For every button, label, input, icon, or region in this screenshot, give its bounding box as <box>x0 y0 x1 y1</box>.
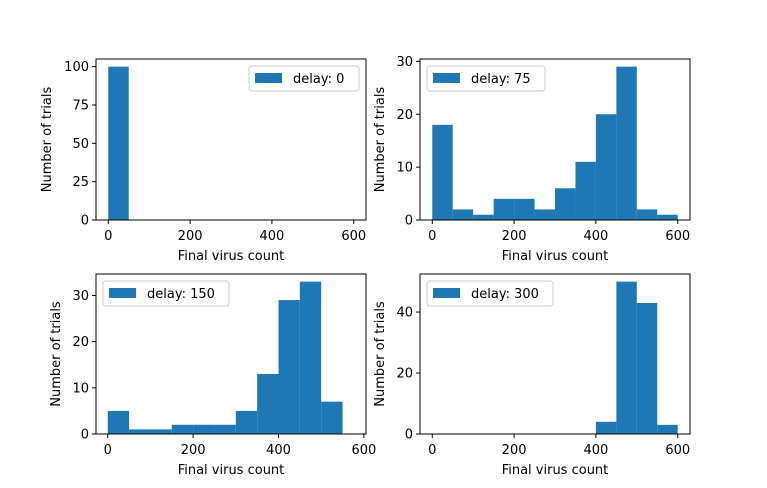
legend: delay: 75 <box>426 65 546 92</box>
y-axis-label: Number of trials <box>373 301 388 407</box>
histogram-bar <box>278 300 300 434</box>
y-tick-label: 30 <box>396 55 413 70</box>
legend-box <box>426 280 554 307</box>
histogram-bar <box>595 421 617 434</box>
legend-swatch <box>255 73 282 83</box>
y-tick-label: 0 <box>81 428 89 443</box>
legend-swatch <box>109 288 136 298</box>
legend-swatch <box>433 73 460 83</box>
y-tick-label: 75 <box>72 99 89 114</box>
x-tick-label: 400 <box>583 229 608 244</box>
x-tick-label: 400 <box>583 443 608 458</box>
subplot-4: 0 200 400 600 0 20 40 Final virus count Number o… <box>373 273 691 478</box>
y-axis-label: Number of trials <box>49 301 64 407</box>
histogram-bar <box>534 209 555 220</box>
x-tick-label: 0 <box>428 229 436 244</box>
y-tick-label: 25 <box>72 175 89 190</box>
x-tick-label: 0 <box>104 443 112 458</box>
histogram-bar <box>108 66 129 221</box>
histogram-bar <box>636 302 658 434</box>
legend-label: delay: 75 <box>471 72 531 87</box>
x-tick-label: 200 <box>181 443 206 458</box>
y-tick-label: 20 <box>396 108 413 123</box>
x-tick-label: 400 <box>259 229 284 244</box>
legend-label: delay: 150 <box>147 287 215 302</box>
legend-box <box>102 280 230 307</box>
axes-frame <box>419 58 691 221</box>
histogram-bar <box>555 188 576 220</box>
x-tick-label: 600 <box>665 443 690 458</box>
x-axis-label: Final virus count <box>502 249 609 264</box>
histogram-bar <box>657 424 678 434</box>
x-tick-label: 200 <box>502 229 527 244</box>
subplot-1: 0 200 400 600 0 25 50 75 100 Final virus count Num… <box>40 58 367 264</box>
x-axis-label: Final virus count <box>502 463 609 478</box>
histogram-bar <box>595 114 617 220</box>
x-tick-label: 600 <box>341 229 366 244</box>
x-axis-label: Final virus count <box>178 463 285 478</box>
histogram-bar <box>257 373 279 434</box>
histogram-bar <box>214 424 236 434</box>
histogram-bar <box>107 410 130 434</box>
axes-frame <box>95 273 367 435</box>
histogram-bar <box>299 281 322 434</box>
histogram-bar <box>452 209 474 220</box>
x-axis-label: Final virus count <box>178 249 285 264</box>
histogram-bar <box>616 281 637 434</box>
histogram-bar <box>514 198 535 220</box>
legend-label: delay: 0 <box>293 72 344 87</box>
histogram-bar <box>193 424 215 434</box>
y-tick-label: 0 <box>405 214 413 229</box>
histogram-bar <box>171 424 194 434</box>
histogram-bar <box>432 124 453 220</box>
y-tick-label: 0 <box>405 428 413 443</box>
y-tick-label: 30 <box>72 289 89 304</box>
histogram-bar <box>616 66 637 221</box>
histogram-bar <box>235 410 258 434</box>
histogram-bar <box>575 161 596 220</box>
histogram-bar <box>129 429 151 434</box>
y-tick-label: 40 <box>396 306 413 321</box>
legend-box <box>248 65 360 92</box>
x-tick-label: 200 <box>178 229 203 244</box>
axes-frame <box>95 58 367 221</box>
legend: delay: 150 <box>102 280 230 307</box>
legend-label: delay: 300 <box>471 287 539 302</box>
x-tick-label: 200 <box>502 443 527 458</box>
legend-swatch <box>433 288 460 298</box>
histogram-bar <box>321 401 343 434</box>
histogram-bar <box>473 214 494 220</box>
x-tick-label: 600 <box>665 229 690 244</box>
legend-box <box>426 65 546 92</box>
x-tick-label: 400 <box>266 443 291 458</box>
y-tick-label: 50 <box>72 137 89 152</box>
y-tick-label: 100 <box>64 60 89 75</box>
y-tick-label: 20 <box>396 367 413 382</box>
y-tick-label: 0 <box>81 214 89 229</box>
y-axis-label: Number of trials <box>40 87 55 193</box>
x-tick-label: 0 <box>428 443 436 458</box>
y-tick-label: 10 <box>396 161 413 176</box>
legend: delay: 0 <box>248 65 360 92</box>
histogram-bar <box>493 198 515 220</box>
axes-frame <box>419 273 691 435</box>
y-tick-label: 10 <box>72 381 89 396</box>
y-axis-label: Number of trials <box>373 87 388 193</box>
x-tick-label: 600 <box>351 443 376 458</box>
subplot-2: 0 200 400 600 0 10 20 30 Final virus count Number… <box>373 55 691 264</box>
subplot-3: 0 200 400 600 0 10 20 30 Final virus count Number… <box>49 273 376 478</box>
histogram-bar <box>150 429 172 434</box>
y-tick-label: 20 <box>72 335 89 350</box>
x-tick-label: 0 <box>104 229 112 244</box>
legend: delay: 300 <box>426 280 554 307</box>
histogram-bar <box>657 214 678 220</box>
histogram-bar <box>636 209 658 220</box>
